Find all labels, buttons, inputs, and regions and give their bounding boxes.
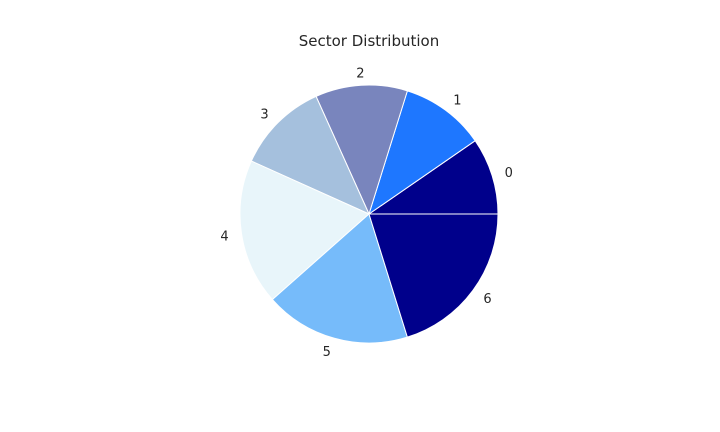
pie-slice-5	[271, 213, 409, 344]
pie-slice-0	[367, 140, 499, 215]
pie-slice-label-5: 5	[323, 345, 331, 360]
chart-title: Sector Distribution	[299, 32, 440, 50]
pie-slice-2	[315, 84, 409, 216]
pie-slice-3	[250, 95, 370, 215]
pie-slice-label-3: 3	[260, 108, 268, 123]
pie-slice-4	[239, 160, 370, 301]
pie-slice-label-0: 0	[505, 166, 513, 181]
pie-slice-1	[368, 90, 476, 216]
pie-slice-label-4: 4	[220, 229, 228, 244]
pie-slices	[239, 84, 499, 344]
pie-slice-label-2: 2	[356, 66, 364, 81]
pie-slice-label-6: 6	[483, 292, 491, 307]
pie-slice-6	[368, 213, 499, 338]
pie-slice-label-1: 1	[453, 94, 461, 109]
pie-labels: 0 1 2 3 4 5 6	[220, 66, 513, 360]
